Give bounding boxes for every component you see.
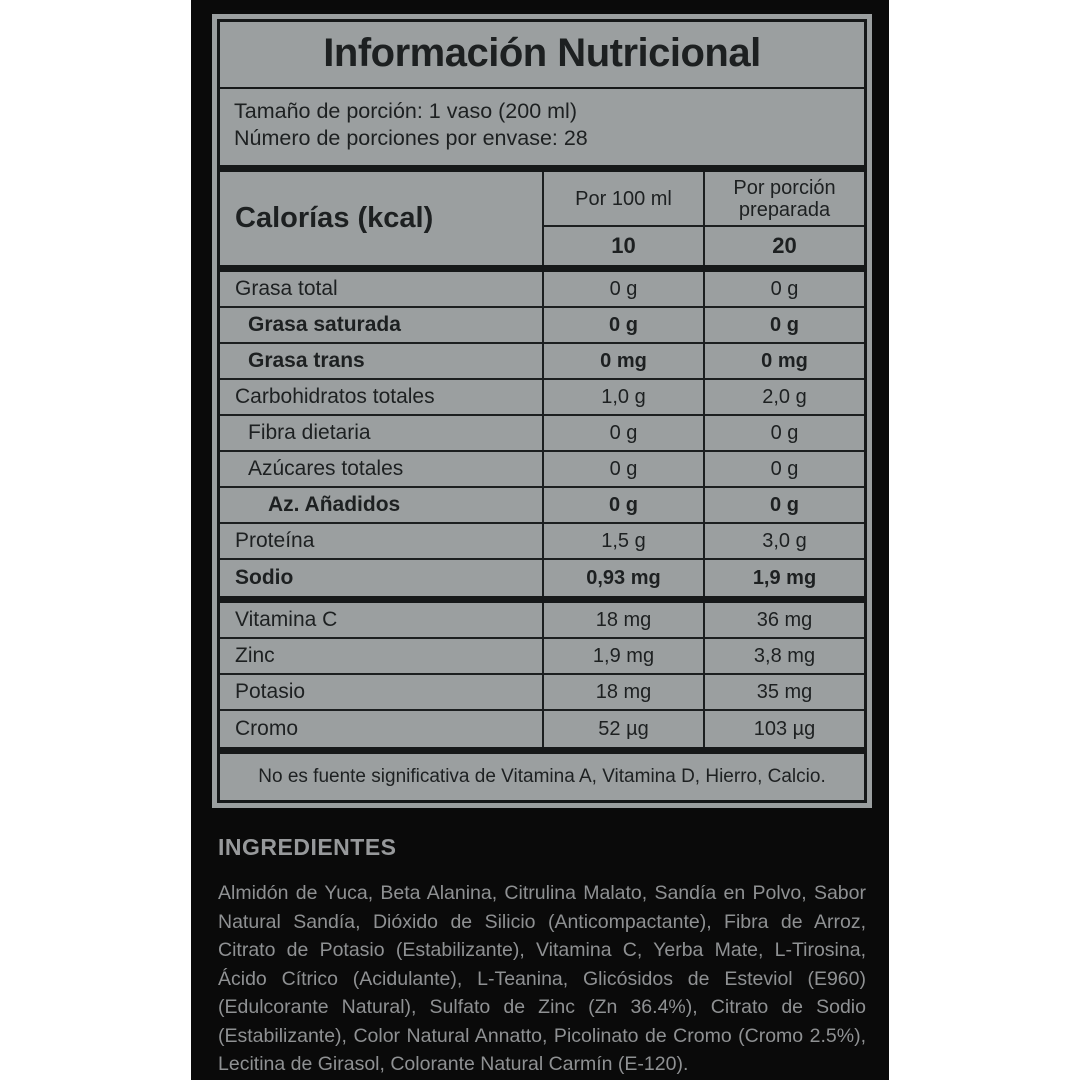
value-per-100ml: 1,5 g: [542, 524, 703, 558]
servings-per-container-line: Número de porciones por envase: 28: [234, 126, 588, 150]
value-per-100ml: 18 mg: [542, 675, 703, 709]
nutrient-name: Grasa total: [235, 277, 338, 300]
table-row: Vitamina C 18 mg 36 mg: [220, 603, 864, 639]
calories-per-portion-value: 20: [703, 227, 864, 265]
table-row: Grasa trans 0 mg 0 mg: [220, 344, 864, 380]
table-row: Azúcares totales 0 g 0 g: [220, 452, 864, 488]
value-per-portion: 3,0 g: [703, 524, 864, 558]
nutrition-facts-panel: Información Nutricional Tamaño de porció…: [212, 14, 872, 808]
nutrient-name: Zinc: [235, 644, 275, 667]
value-per-portion: 0 g: [703, 272, 864, 306]
value-per-portion: 0 g: [703, 488, 864, 522]
nutrient-name: Proteína: [235, 529, 315, 552]
nutrient-name: Potasio: [235, 680, 306, 703]
column-header-per-portion: Por porción preparada: [703, 172, 864, 227]
table-row: Zinc 1,9 mg 3,8 mg: [220, 639, 864, 675]
nutrient-name: Grasa trans: [248, 349, 365, 372]
ingredients-section: INGREDIENTES Almidón de Yuca, Beta Alani…: [218, 834, 866, 1079]
calories-per-100ml-value: 10: [542, 227, 703, 265]
nutrition-facts-box: Información Nutricional Tamaño de porció…: [217, 19, 867, 803]
nutrient-name: Grasa saturada: [248, 313, 401, 336]
value-per-100ml: 0 g: [542, 488, 703, 522]
value-per-portion: 36 mg: [703, 603, 864, 637]
nutrient-name: Azúcares totales: [248, 457, 404, 480]
value-per-100ml: 1,9 mg: [542, 639, 703, 673]
label-background: Información Nutricional Tamaño de porció…: [191, 0, 889, 1080]
macronutrient-rows: Grasa total 0 g 0 g Grasa saturada 0 g 0…: [220, 272, 864, 603]
table-row: Potasio 18 mg 35 mg: [220, 675, 864, 711]
value-per-portion: 0 g: [703, 308, 864, 342]
value-per-portion: 0 mg: [703, 344, 864, 378]
serving-info: Tamaño de porción: 1 vaso (200 ml) Númer…: [220, 89, 864, 172]
value-per-100ml: 0,93 mg: [542, 560, 703, 596]
calories-header: Calorías (kcal) Por 100 ml Por porción p…: [220, 172, 864, 272]
table-row: Grasa total 0 g 0 g: [220, 272, 864, 308]
nutrient-name: Sodio: [235, 566, 294, 589]
table-row: Cromo 52 µg 103 µg: [220, 711, 864, 747]
value-per-portion: 2,0 g: [703, 380, 864, 414]
value-per-100ml: 0 g: [542, 416, 703, 450]
value-per-portion: 0 g: [703, 416, 864, 450]
value-per-100ml: 0 mg: [542, 344, 703, 378]
table-row: Grasa saturada 0 g 0 g: [220, 308, 864, 344]
value-per-portion: 35 mg: [703, 675, 864, 709]
value-per-100ml: 1,0 g: [542, 380, 703, 414]
value-per-portion: 103 µg: [703, 711, 864, 747]
nutrient-name: Vitamina C: [235, 608, 338, 631]
nutrient-name: Carbohidratos totales: [235, 385, 435, 408]
table-row: Sodio 0,93 mg 1,9 mg: [220, 560, 864, 596]
value-per-portion: 0 g: [703, 452, 864, 486]
nutrient-name: Cromo: [235, 717, 299, 740]
serving-size-line: Tamaño de porción: 1 vaso (200 ml): [234, 99, 577, 123]
ingredients-list: Almidón de Yuca, Beta Alanina, Citrulina…: [218, 882, 866, 1075]
value-per-100ml: 52 µg: [542, 711, 703, 747]
table-row: Fibra dietaria 0 g 0 g: [220, 416, 864, 452]
nutrition-title: Información Nutricional: [220, 22, 864, 89]
value-per-100ml: 0 g: [542, 452, 703, 486]
nutrient-name: Fibra dietaria: [248, 421, 371, 444]
table-row: Carbohidratos totales 1,0 g 2,0 g: [220, 380, 864, 416]
value-per-100ml: 0 g: [542, 272, 703, 306]
ingredients-heading: INGREDIENTES: [218, 834, 397, 860]
value-per-100ml: 18 mg: [542, 603, 703, 637]
calories-label: Calorías (kcal): [235, 202, 434, 234]
value-per-portion: 1,9 mg: [703, 560, 864, 596]
table-row: Az. Añadidos 0 g 0 g: [220, 488, 864, 524]
micronutrient-rows: Vitamina C 18 mg 36 mg Zinc 1,9 mg 3,8 m…: [220, 603, 864, 754]
value-per-portion: 3,8 mg: [703, 639, 864, 673]
column-header-per-100ml: Por 100 ml: [542, 172, 703, 227]
nutrient-name: Az. Añadidos: [268, 493, 401, 516]
table-row: Proteína 1,5 g 3,0 g: [220, 524, 864, 560]
not-significant-source-note: No es fuente significativa de Vitamina A…: [258, 766, 826, 787]
value-per-100ml: 0 g: [542, 308, 703, 342]
